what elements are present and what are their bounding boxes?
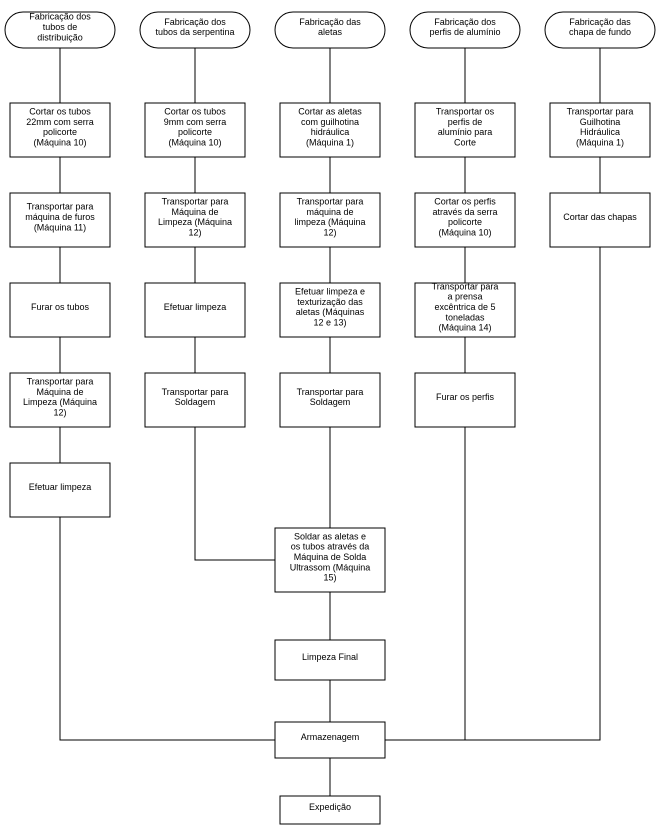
start-label-c5: Fabricação daschapa de fundo (569, 17, 631, 37)
edge (195, 427, 275, 560)
step-label-c1-1: Transportar paramáquina de furos(Máquina… (25, 202, 95, 233)
merge-label-exped: Expedição (309, 802, 351, 812)
edge (60, 517, 275, 740)
step-label-c4-3: Furar os perfis (436, 392, 495, 402)
merge-label-limpeza: Limpeza Final (302, 652, 358, 662)
step-label-c5-1: Cortar das chapas (563, 212, 637, 222)
edge (385, 427, 465, 740)
step-label-c1-2: Furar os tubos (31, 302, 90, 312)
step-label-c1-4: Efetuar limpeza (29, 482, 92, 492)
start-label-c2: Fabricação dostubos da serpentina (155, 17, 234, 37)
merge-label-armaz: Armazenagem (301, 732, 360, 742)
step-label-c2-2: Efetuar limpeza (164, 302, 227, 312)
start-label-c4: Fabricação dosperfis de alumínio (429, 17, 500, 37)
step-label-c4-2: Transportar paraa prensaexcêntrica de 5t… (432, 281, 499, 332)
